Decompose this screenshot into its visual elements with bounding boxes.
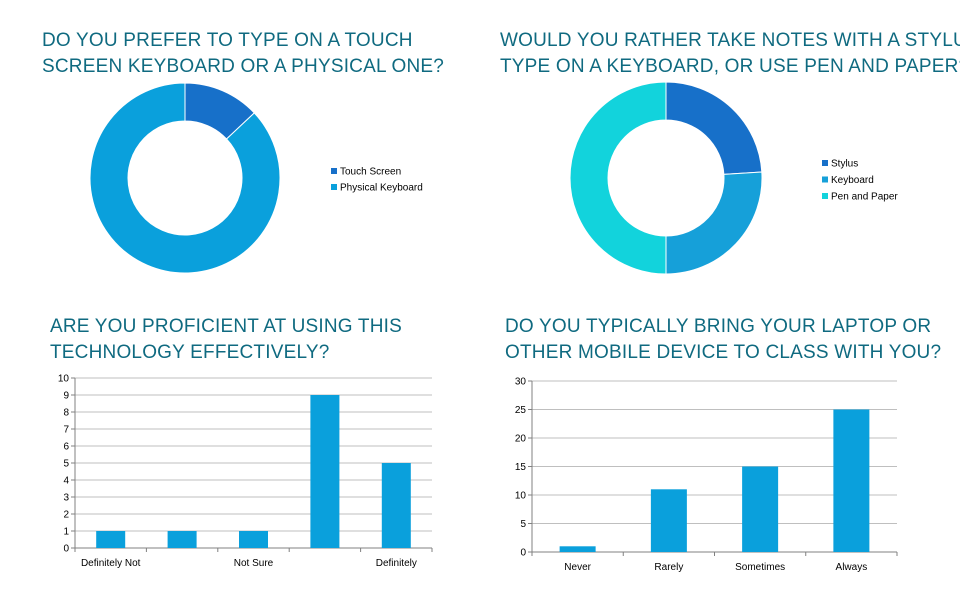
chart-4-xtick-label-4: Always	[836, 562, 868, 573]
chart-2-legend-label-1: Stylus	[831, 159, 858, 170]
chart-1-legend-swatch-1	[331, 168, 337, 174]
chart-1-legend-swatch-2	[331, 184, 337, 190]
chart-4-xtick-label-1: Never	[564, 562, 591, 573]
chart-4-ytick-label-6: 25	[515, 405, 527, 416]
chart-4-bar-2	[650, 489, 687, 552]
chart-3-bar-5	[381, 463, 411, 548]
chart-2-slice-1	[665, 81, 763, 175]
chart-1-legend-label-2: Physical Keyboard	[340, 183, 423, 194]
chart-3-bar-4	[310, 395, 340, 548]
chart-3-bar-2	[167, 531, 197, 548]
chart-4-bars: 0 5 10 15 20 25 30 Never Rarely Sometimes Always	[515, 377, 898, 573]
chart-1-legend: Touch Screen Physical Keyboard	[331, 167, 423, 194]
chart-2-donut	[569, 81, 763, 275]
chart-2-legend-swatch-1	[822, 160, 828, 166]
chart-4-ytick-label-7: 30	[515, 377, 527, 388]
chart-4-title-line-2: OTHER MOBILE DEVICE TO CLASS WITH YOU?	[505, 342, 942, 363]
chart-2-title: WOULD YOU RATHER TAKE NOTES WITH A STYLU…	[500, 28, 960, 80]
chart-4-xtick-label-3: Sometimes	[735, 562, 785, 573]
chart-4-ytick-label-5: 20	[515, 434, 527, 445]
chart-1-title-line-2: SCREEN KEYBOARD OR A PHYSICAL ONE?	[42, 56, 445, 77]
chart-4-xtick-label-2: Rarely	[654, 562, 683, 573]
chart-2-legend: Stylus Keyboard Pen and Paper	[822, 159, 898, 203]
chart-3-xtick-label-1: Definitely Not	[81, 558, 141, 569]
chart-4-title: DO YOU TYPICALLY BRING YOUR LAPTOP OR OT…	[505, 314, 941, 366]
chart-2-legend-label-3: Pen and Paper	[831, 192, 898, 203]
chart-4-bar-4	[833, 409, 870, 552]
chart-3-title: ARE YOU PROFICIENT AT USING THIS TECHNOL…	[50, 314, 402, 366]
chart-4-bar-1	[559, 546, 596, 552]
chart-2-legend-label-2: Keyboard	[831, 175, 874, 186]
chart-3-ytick-label-9: 8	[63, 408, 69, 419]
chart-2-title-line-1: WOULD YOU RATHER TAKE NOTES WITH A STYLU…	[500, 30, 960, 51]
chart-3-xtick-label-5: Definitely	[376, 558, 417, 569]
chart-3-ytick-label-8: 7	[63, 425, 69, 436]
chart-3-title-line-1: ARE YOU PROFICIENT AT USING THIS	[50, 316, 402, 337]
chart-3-ytick-label-11: 10	[58, 374, 70, 385]
chart-4-bar-3	[742, 466, 779, 552]
chart-3-ytick-label-1: 0	[63, 544, 69, 555]
chart-3-ytick-label-3: 2	[63, 510, 69, 521]
chart-4-ytick-label-1: 0	[520, 548, 526, 559]
chart-1-slice-2	[89, 82, 281, 274]
chart-3-ytick-label-4: 3	[63, 493, 69, 504]
chart-1-legend-label-1: Touch Screen	[340, 167, 401, 178]
chart-1-title: DO YOU PREFER TO TYPE ON A TOUCH SCREEN …	[42, 28, 444, 80]
chart-1-title-line-1: DO YOU PREFER TO TYPE ON A TOUCH	[42, 30, 413, 51]
chart-3-bar-1	[96, 531, 126, 548]
chart-3-title-line-2: TECHNOLOGY EFFECTIVELY?	[50, 342, 330, 363]
chart-4-ytick-label-4: 15	[515, 462, 527, 473]
chart-2-slice-3	[569, 81, 667, 275]
chart-2-legend-swatch-2	[822, 176, 828, 183]
chart-4-title-line-1: DO YOU TYPICALLY BRING YOUR LAPTOP OR	[505, 316, 932, 337]
chart-3-bar-3	[239, 531, 268, 548]
chart-4-ytick-label-2: 5	[520, 519, 526, 530]
chart-3-bars: 0 1 2 3 4 5 6 7 8 9 10 Definitely Not Not Sure Defini…	[58, 374, 433, 569]
chart-1-donut	[89, 82, 281, 274]
chart-2-title-line-2: TYPE ON A KEYBOARD, OR USE PEN AND PAPER…	[500, 56, 960, 77]
chart-3-ytick-label-5: 4	[63, 476, 69, 487]
chart-3-ytick-label-7: 6	[63, 442, 69, 453]
chart-3-ytick-label-10: 9	[63, 391, 69, 402]
chart-3-ytick-label-2: 1	[63, 527, 69, 538]
chart-3-ytick-label-6: 5	[63, 459, 69, 470]
chart-3-xtick-label-3: Not Sure	[234, 558, 274, 569]
chart-4-ytick-label-3: 10	[515, 491, 527, 502]
chart-2-legend-swatch-3	[822, 193, 828, 199]
chart-2-slice-2	[665, 171, 763, 275]
